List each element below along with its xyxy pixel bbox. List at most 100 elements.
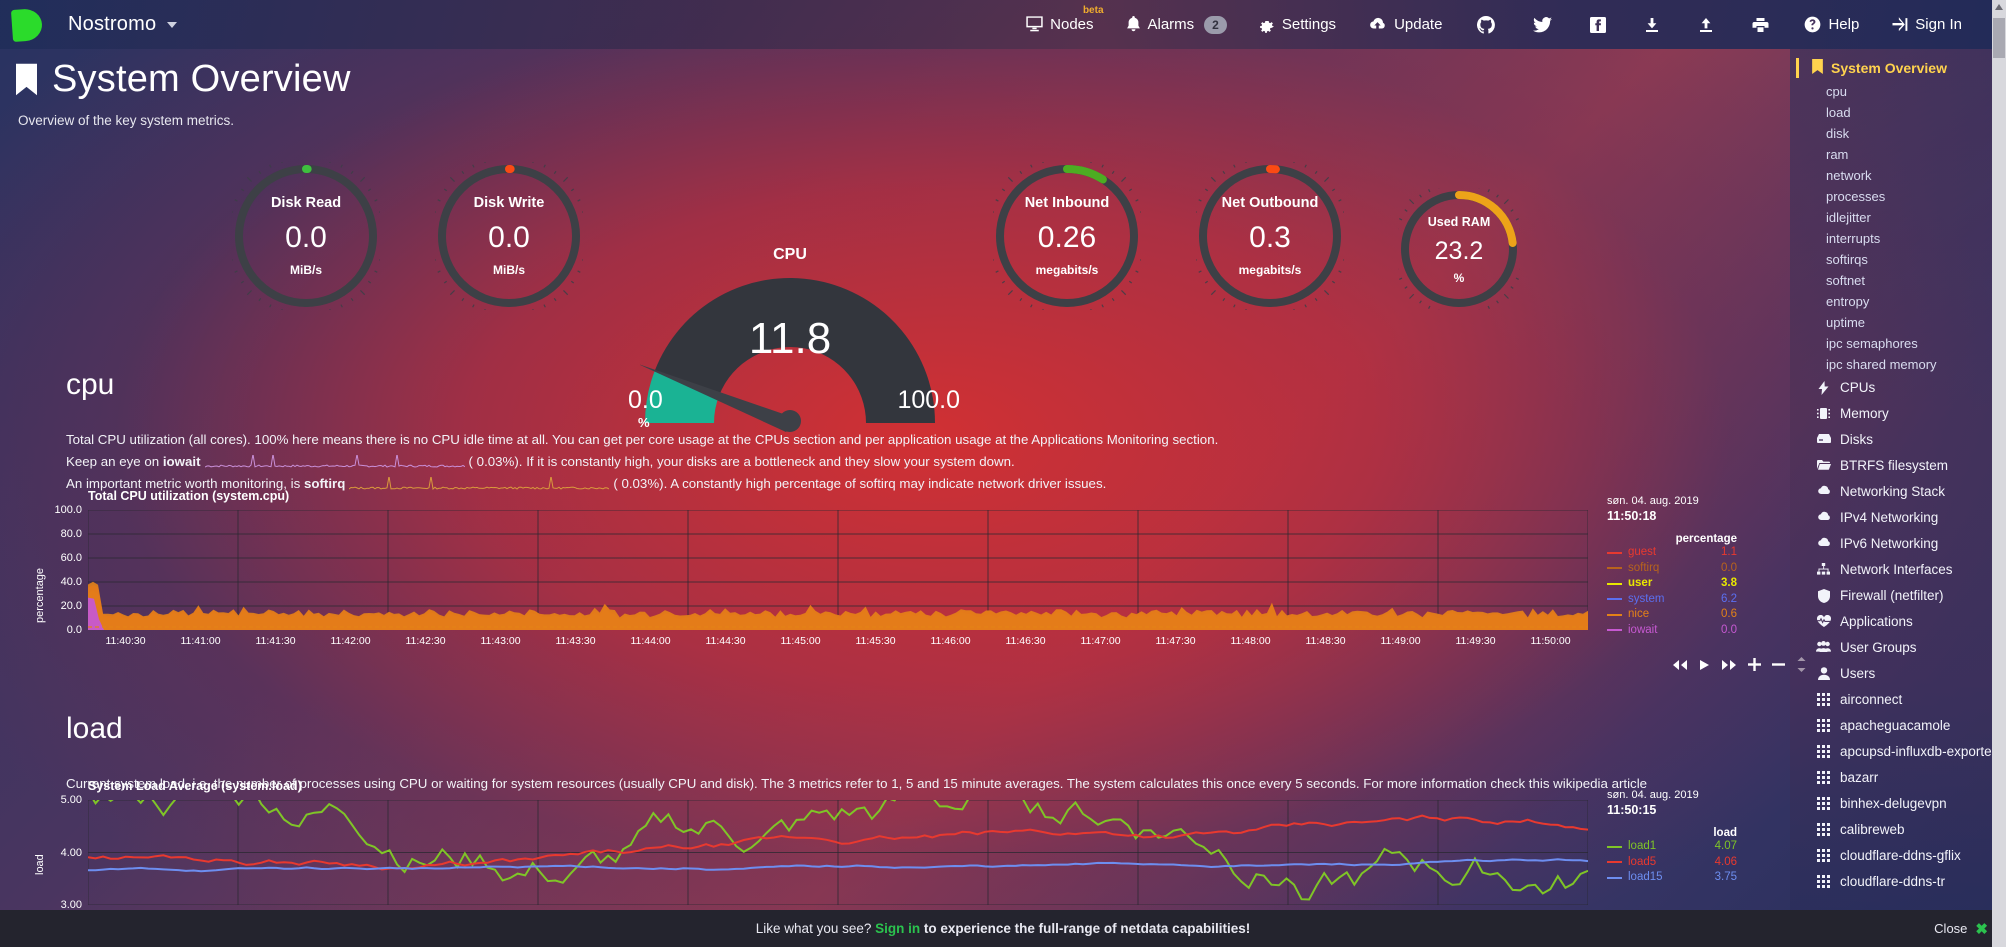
x-tick-label: 11:46:00	[930, 635, 971, 647]
sidebar-item-networking-stack[interactable]: Networking Stack	[1790, 479, 2006, 505]
sidebar-item-cpus[interactable]: CPUs	[1790, 375, 2006, 401]
gauge-value: 0.3	[1249, 221, 1291, 255]
banner-close-button[interactable]: Close ✖	[1934, 920, 1988, 938]
nav-item-help[interactable]: Help	[1788, 0, 1875, 49]
forward-button[interactable]	[1721, 659, 1737, 671]
gauge-disk-write[interactable]: Disk Write 0.0 MiB/s	[426, 153, 592, 319]
chart-legend[interactable]: søn. 04. aug. 2019 11:50:18 percentage gues…	[1607, 495, 1737, 638]
sidebar-subitem-network[interactable]: network	[1826, 168, 1872, 183]
legend-item[interactable]: system 6.2	[1607, 592, 1737, 608]
sidebar-head-system-overview[interactable]: System Overview	[1790, 55, 2006, 81]
sidebar-item-memory[interactable]: Memory	[1790, 401, 2006, 427]
zoom-out-button[interactable]	[1772, 658, 1785, 671]
scroll-up-arrow-icon[interactable]	[1995, 4, 2003, 10]
sidebar-item-disks[interactable]: Disks	[1790, 427, 2006, 453]
sidebar-item-ipv4-networking[interactable]: IPv4 Networking	[1790, 505, 2006, 531]
legend-item[interactable]: softirq 0.0	[1607, 561, 1737, 577]
nav-item-nodes[interactable]: Nodes beta	[1010, 0, 1109, 49]
nav-item-alarms[interactable]: Alarms 2	[1110, 0, 1243, 49]
sidebar-subitem-ipc-semaphores[interactable]: ipc semaphores	[1826, 336, 1918, 351]
grid-icon	[1816, 745, 1831, 758]
sidebar-item-ipv6-networking[interactable]: IPv6 Networking	[1790, 531, 2006, 557]
sidebar-item-network-interfaces[interactable]: Network Interfaces	[1790, 557, 2006, 583]
sidebar-subitem-interrupts[interactable]: interrupts	[1826, 231, 1881, 246]
sidebar-subitem-uptime[interactable]: uptime	[1826, 315, 1866, 330]
sidebar-subitem-load[interactable]: load	[1826, 105, 1851, 120]
node-name[interactable]: Nostromo	[68, 13, 157, 35]
sidebar-subitem-softnet[interactable]: softnet	[1826, 273, 1866, 288]
desc-text: An important metric worth monitoring, is	[66, 476, 304, 491]
sidebar-subitem-entropy[interactable]: entropy	[1826, 294, 1870, 309]
sidebar-subitem-cpu[interactable]: cpu	[1826, 84, 1847, 99]
chart-system-load[interactable]: System Load Average (system.load) load 3…	[32, 777, 1737, 911]
banner-signin-link[interactable]: Sign in	[875, 921, 921, 936]
legend-item[interactable]: iowait 0.0	[1607, 623, 1737, 639]
chart-plot-area[interactable]	[87, 509, 1589, 631]
nav-item-export[interactable]	[1679, 0, 1733, 49]
chart-plot-area[interactable]	[87, 777, 1589, 906]
play-button[interactable]	[1699, 659, 1710, 671]
sidebar-item-cloudflare-ddns-gflix[interactable]: cloudflare-ddns-gflix	[1790, 843, 2006, 869]
sidebar-item-airconnect[interactable]: airconnect	[1790, 687, 2006, 713]
legend-series-value: 1.1	[1721, 546, 1737, 558]
sidebar-item-user-groups[interactable]: User Groups	[1790, 635, 2006, 661]
chart-legend[interactable]: søn. 04. aug. 2019 11:50:15 load load1 4.07 l…	[1607, 789, 1737, 886]
rewind-button[interactable]	[1672, 659, 1688, 671]
legend-date: søn. 04. aug. 2019	[1607, 495, 1699, 507]
netdata-logo-icon[interactable]	[10, 7, 44, 42]
sidebar-item-binhex-delugevpn[interactable]: binhex-delugevpn	[1790, 791, 2006, 817]
legend-series-name: system	[1628, 592, 1665, 605]
right-sidebar[interactable]: System Overview cpu load disk ram network proc…	[1790, 49, 2006, 947]
nav-item-twitter[interactable]	[1514, 0, 1571, 49]
nav-item-print[interactable]	[1733, 0, 1788, 49]
scrollbar-thumb[interactable]	[1993, 18, 2005, 58]
chart-controls[interactable]	[1672, 657, 1807, 672]
sidebar-item-firewall-netfilter[interactable]: Firewall (netfilter)	[1790, 583, 2006, 609]
sidebar-item-calibreweb[interactable]: calibreweb	[1790, 817, 2006, 843]
sidebar-subitem-disk[interactable]: disk	[1826, 126, 1850, 141]
gauge-used-ram[interactable]: Used RAM 23.2%	[1389, 179, 1529, 319]
gauge-cpu[interactable]: CPU 11.8 0.0 100.0%	[628, 246, 960, 443]
legend-item[interactable]: load5 4.06	[1607, 855, 1737, 871]
nav-item-settings[interactable]: Settings	[1243, 0, 1352, 49]
legend-color-swatch	[1607, 567, 1622, 570]
sidebar-subitem-processes[interactable]: processes	[1826, 189, 1886, 204]
nav-item-update[interactable]: Update	[1352, 0, 1458, 49]
sidebar-item-applications[interactable]: Applications	[1790, 609, 2006, 635]
chart-system-cpu[interactable]: Total CPU utilization (system.cpu) perce…	[32, 489, 1806, 675]
x-icon[interactable]: ✖	[1975, 920, 1988, 938]
nav-item-github[interactable]	[1458, 0, 1514, 49]
nav-item-import[interactable]	[1625, 0, 1679, 49]
gauge-net-inbound[interactable]: Net Inbound 0.26 megabits/s	[984, 153, 1150, 319]
zoom-in-button[interactable]	[1748, 658, 1761, 671]
sidebar-item-btrfs-filesystem[interactable]: BTRFS filesystem	[1790, 453, 2006, 479]
sidebar-item-apacheguacamole[interactable]: apacheguacamole	[1790, 713, 2006, 739]
heartbeat-icon	[1816, 615, 1831, 627]
nav-item-signin[interactable]: Sign In	[1875, 0, 1978, 49]
sidebar-item-apcupsd-influxdb-exporter[interactable]: apcupsd-influxdb-exporter	[1790, 739, 2006, 765]
window-scrollbar[interactable]	[1992, 0, 2006, 947]
chevron-down-icon[interactable]	[167, 21, 178, 28]
x-tick-label: 11:43:00	[480, 635, 521, 647]
sidebar-item-cloudflare-ddns-tr[interactable]: cloudflare-ddns-tr	[1790, 869, 2006, 895]
desc-text: Total CPU utilization (all cores). 100% …	[66, 432, 1219, 447]
cpu-gauge-value-arc	[645, 370, 720, 423]
sidebar-subitem-ram[interactable]: ram	[1826, 147, 1849, 162]
page-subtitle: Overview of the key system metrics.	[18, 113, 235, 128]
desc-keyword: iowait	[162, 454, 201, 469]
nav-item-facebook[interactable]	[1571, 0, 1625, 49]
legend-item[interactable]: nice 0.6	[1607, 607, 1737, 623]
sidebar-item-users[interactable]: Users	[1790, 661, 2006, 687]
gauge-net-outbound[interactable]: Net Outbound 0.3 megabits/s	[1187, 153, 1353, 319]
desc-keyword: softirq	[303, 476, 346, 491]
legend-item[interactable]: load15 3.75	[1607, 870, 1737, 886]
legend-item[interactable]: load1 4.07	[1607, 839, 1737, 855]
sidebar-subitem-ipc-shared-memory[interactable]: ipc shared memory	[1826, 357, 1937, 372]
legend-item[interactable]: guest 1.1	[1607, 545, 1737, 561]
sidebar-subitem-idlejitter[interactable]: idlejitter	[1826, 210, 1871, 225]
sidebar-item-bazarr[interactable]: bazarr	[1790, 765, 2006, 791]
legend-item[interactable]: user 3.8	[1607, 576, 1737, 592]
sidebar-item-label: Memory	[1840, 406, 1889, 421]
gauge-disk-read[interactable]: Disk Read 0.0 MiB/s	[223, 153, 389, 319]
sidebar-subitem-softirqs[interactable]: softirqs	[1826, 252, 1868, 267]
